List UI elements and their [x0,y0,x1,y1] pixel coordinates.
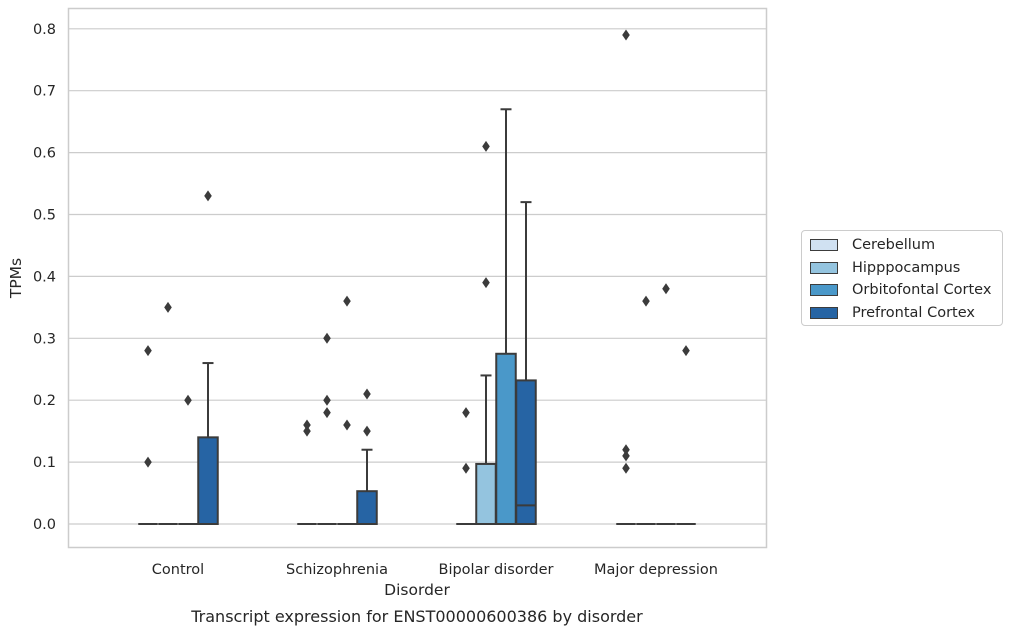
box-rect [475,462,497,525]
box-prefrontal-cortex [197,190,219,525]
x-tick-label: Bipolar disorder [439,562,554,578]
box-cerebellum [297,419,317,525]
outlier-point [622,29,630,41]
legend-item-orbitofontal-cortex: Orbitofontal Cortex [810,280,991,300]
x-axis-label: Disorder [384,581,450,599]
y-tick-label: 0.3 [33,331,56,347]
outlier-point [343,295,351,307]
box-hipppocampus [475,140,497,525]
box-orbitofontal-cortex [337,295,357,525]
legend-swatch-hipppocampus [810,262,838,274]
outlier-point [482,277,490,289]
box-rect [356,490,378,525]
outlier-point [323,332,331,344]
box-orbitofontal-cortex [495,108,517,525]
outlier-point [682,345,690,357]
box-cerebellum [456,407,476,525]
y-tick-label: 0.5 [33,208,56,224]
y-tick-label: 0.2 [33,393,56,409]
y-axis-label: TPMs [7,258,25,299]
box-orbitofontal-cortex [178,394,198,525]
y-tick-labels: 0.0 0.1 0.2 0.3 0.4 0.5 0.6 0.7 0.8 [33,22,56,533]
box-hipppocampus [158,301,178,525]
x-tick-label: Schizophrenia [286,562,388,578]
outlier-point [343,419,351,431]
outlier-point [642,295,650,307]
y-tick-label: 0.7 [33,84,56,100]
box-cerebellum [138,345,158,525]
outlier-point [323,407,331,419]
outlier-point [144,456,152,468]
outlier-point [363,425,371,437]
legend-label-prefrontal-cortex: Prefrontal Cortex [852,305,975,321]
box-cerebellum [616,29,636,525]
x-tick-label: Control [152,562,204,578]
y-tick-label: 0.8 [33,22,56,38]
outlier-point [204,190,212,202]
boxes-layer [138,29,696,525]
legend-label-cerebellum: Cerebellum [852,237,936,253]
x-tick-labels: Control Schizophrenia Bipolar disorder Majo… [152,562,718,578]
outlier-point [363,388,371,400]
legend-swatch-orbitofontal-cortex [810,284,838,296]
outlier-point [462,462,470,474]
outlier-point [482,140,490,152]
box-orbitofontal-cortex [656,283,676,525]
box-rect [515,379,537,525]
plot-frame [67,7,768,549]
box-hipppocampus [317,332,337,525]
legend: Cerebellum Hipppocampus Orbitofontal Cor… [801,230,1003,326]
box-rect [197,436,219,525]
legend-item-hipppocampus: Hipppocampus [810,258,960,278]
outlier-point [622,462,630,474]
outlier-point [164,301,172,313]
outlier-point [144,345,152,357]
outlier-point [323,394,331,406]
legend-label-hipppocampus: Hipppocampus [852,260,961,276]
outlier-point [303,419,311,431]
legend-item-cerebellum: Cerebellum [810,235,935,255]
outlier-point [622,450,630,462]
legend-label-orbitofontal-cortex: Orbitofontal Cortex [852,282,992,298]
grid-lines [68,28,767,525]
outlier-point [622,444,630,456]
box-rect [495,352,517,525]
y-tick-label: 0.0 [33,517,56,533]
box-prefrontal-cortex [515,201,537,525]
outlier-point [303,425,311,437]
legend-item-prefrontal-cortex: Prefrontal Cortex [810,303,975,323]
box-prefrontal-cortex [356,388,378,525]
box-hipppocampus [636,295,656,525]
chart-title: Transcript expression for ENST0000060038… [190,607,643,626]
y-tick-label: 0.6 [33,146,56,162]
y-tick-label: 0.4 [33,269,56,285]
y-tick-label: 0.1 [33,455,56,471]
legend-swatch-cerebellum [810,239,838,251]
legend-swatch-prefrontal-cortex [810,307,838,319]
x-tick-label: Major depression [594,562,718,578]
outlier-point [462,407,470,419]
outlier-point [184,394,192,406]
outlier-point [662,283,670,295]
box-prefrontal-cortex [676,345,696,525]
